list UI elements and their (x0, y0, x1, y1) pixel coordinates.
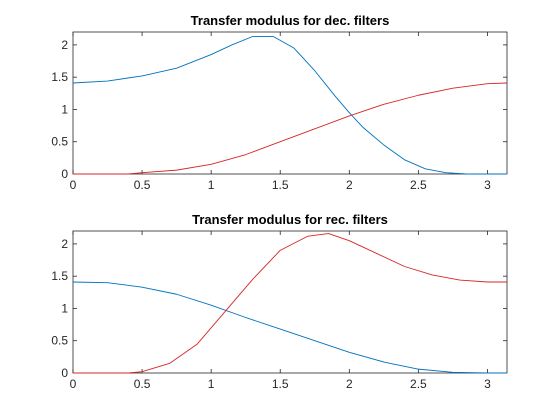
chart-title: Transfer modulus for rec. filters (192, 212, 388, 227)
plot-area (72, 31, 508, 175)
series-line-1 (72, 36, 507, 175)
x-tick-label: 2.5 (410, 377, 427, 391)
x-tick-label: 2 (346, 377, 353, 391)
x-tick-label: 3 (484, 377, 491, 391)
y-tick-label: 0 (61, 366, 68, 380)
x-tick-label: 1 (208, 377, 215, 391)
plot-area (72, 230, 508, 374)
series-line-2 (73, 233, 507, 374)
y-tick-label: 1.5 (51, 269, 68, 283)
y-tick-label: 0 (61, 167, 68, 181)
x-tick-label: 2.5 (410, 178, 427, 192)
y-tick-label: 2 (61, 237, 68, 251)
series-lines (72, 233, 507, 374)
x-tick-label: 0 (70, 178, 77, 192)
y-tick-label: 1 (61, 102, 68, 116)
y-axis: 0 0.5 1 1.5 2 (51, 38, 507, 181)
series-line-2 (73, 82, 508, 175)
chart-title: Transfer modulus for dec. filters (191, 13, 390, 28)
y-tick-label: 1 (61, 301, 68, 315)
x-tick-label: 0 (70, 377, 77, 391)
y-tick-label: 0.5 (51, 135, 68, 149)
x-axis: 0 0.5 1 1.5 2 2.5 3 (70, 32, 491, 192)
x-tick-label: 0.5 (134, 178, 151, 192)
x-tick-label: 1 (208, 178, 215, 192)
x-tick-label: 1.5 (272, 377, 289, 391)
series-line-1 (72, 281, 507, 374)
subplot-rec-filters: Transfer modulus for rec. filters 0 0.5 1 1… (51, 212, 508, 391)
x-tick-label: 1.5 (272, 178, 289, 192)
x-tick-label: 2 (346, 178, 353, 192)
y-tick-label: 2 (61, 38, 68, 52)
series-lines (72, 36, 508, 175)
x-axis: 0 0.5 1 1.5 2 2.5 3 (70, 231, 491, 391)
subplot-dec-filters: Transfer modulus for dec. filters 0 0.5 1 1… (51, 13, 508, 192)
x-tick-label: 0.5 (134, 377, 151, 391)
y-tick-label: 1.5 (51, 70, 68, 84)
y-tick-label: 0.5 (51, 334, 68, 348)
y-axis: 0 0.5 1 1.5 2 (51, 237, 507, 380)
x-tick-label: 3 (484, 178, 491, 192)
